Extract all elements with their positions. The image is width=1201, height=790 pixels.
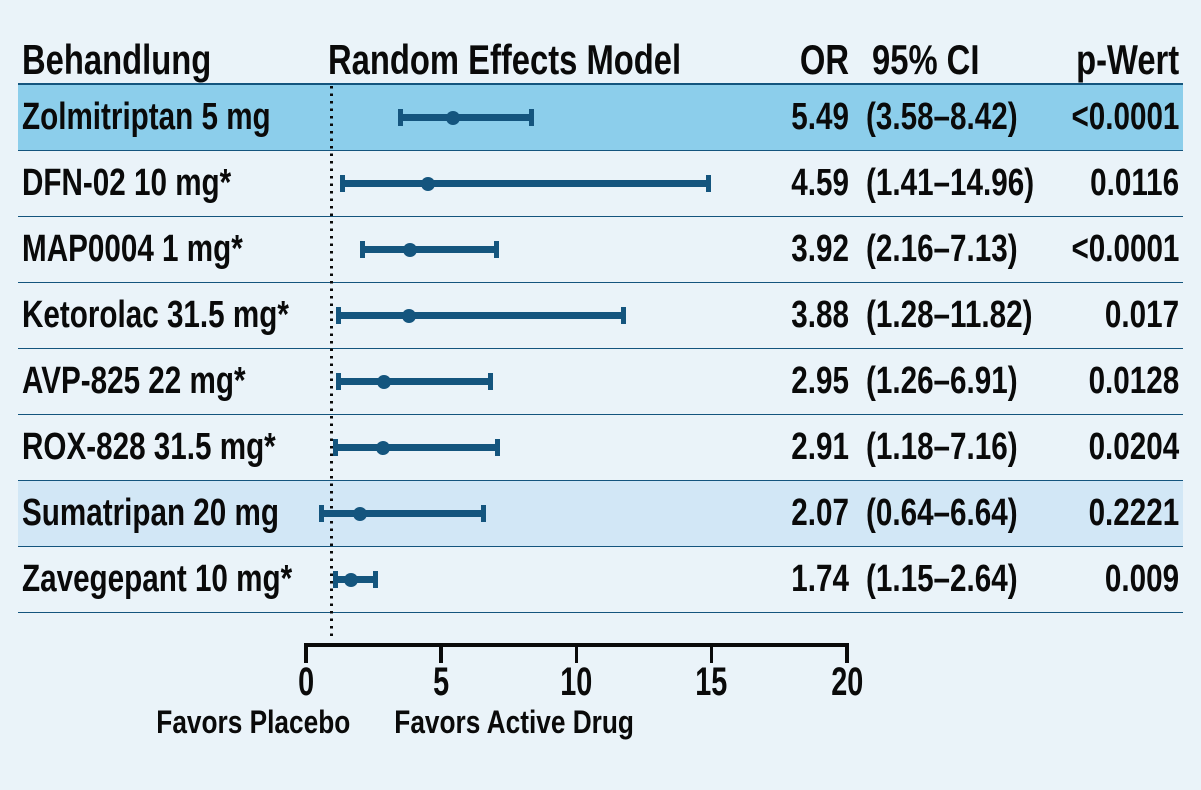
- row-or-value: 2.91: [791, 426, 849, 468]
- row-ci-value: (1.28–11.82): [866, 294, 1033, 336]
- ci-cap-high: [529, 109, 535, 126]
- favors-active-drug-label: Favors Active Drug: [394, 704, 634, 740]
- table-row: DFN-02 10 mg* 4.59 (1.41–14.96) 0.0116: [18, 151, 1183, 217]
- axis-tick: [574, 643, 578, 663]
- table-row: AVP-825 22 mg* 2.95 (1.26–6.91) 0.0128: [18, 349, 1183, 415]
- axis-tick-label: 10: [560, 660, 593, 704]
- axis-tick: [439, 643, 443, 663]
- row-p-value: <0.0001: [1071, 228, 1179, 270]
- ci-cap-high: [621, 307, 627, 324]
- header-95ci: 95% CI: [872, 35, 980, 83]
- row-ci-value: (3.58–8.42): [866, 96, 1018, 138]
- or-point-marker: [376, 374, 391, 389]
- axis-tick-label: 20: [830, 660, 863, 704]
- row-ci-value: (2.16–7.13): [866, 228, 1018, 270]
- row-p-value: <0.0001: [1071, 96, 1179, 138]
- row-treatment-label: AVP-825 22 mg*: [22, 360, 246, 402]
- row-p-value: 0.017: [1104, 294, 1179, 336]
- or-point-marker: [403, 242, 418, 257]
- ci-bar: [321, 510, 484, 517]
- ci-cap-high: [488, 373, 494, 390]
- ci-cap-high: [495, 439, 501, 456]
- row-treatment-label: DFN-02 10 mg*: [22, 162, 232, 204]
- row-p-value: 0.009: [1104, 558, 1179, 600]
- ci-bar: [338, 378, 491, 385]
- or-point-marker: [375, 440, 390, 455]
- row-treatment-label: ROX-828 31.5 mg*: [22, 426, 276, 468]
- ci-cap-low: [318, 505, 324, 522]
- header-random-effects-model: Random Effects Model: [328, 35, 682, 83]
- or-point-marker: [352, 506, 367, 521]
- ci-bar: [400, 114, 532, 121]
- axis-tick: [845, 643, 849, 663]
- favors-placebo-label: Favors Placebo: [156, 704, 350, 740]
- table-row: Ketorolac 31.5 mg* 3.88 (1.28–11.82) 0.017: [18, 283, 1183, 349]
- ci-bar: [342, 180, 709, 187]
- ci-bar: [362, 246, 497, 253]
- row-p-value: 0.0128: [1088, 360, 1179, 402]
- row-p-value: 0.2221: [1088, 492, 1179, 534]
- ci-cap-low: [339, 175, 345, 192]
- ci-cap-high: [494, 241, 500, 258]
- ci-cap-low: [336, 307, 342, 324]
- row-ci-value: (1.15–2.64): [866, 558, 1018, 600]
- row-treatment-label: Ketorolac 31.5 mg*: [22, 294, 289, 336]
- row-or-value: 2.07: [791, 492, 849, 534]
- axis-tick: [709, 643, 714, 663]
- row-or-value: 5.49: [791, 96, 849, 138]
- ci-cap-low: [359, 241, 365, 258]
- row-p-value: 0.0116: [1089, 162, 1179, 204]
- ci-cap-low: [335, 373, 341, 390]
- axis-tick-label: 0: [297, 660, 314, 704]
- row-ci-value: (1.18–7.16): [866, 426, 1018, 468]
- row-or-value: 1.74: [791, 558, 849, 600]
- or-point-marker: [344, 572, 359, 587]
- axis-tick: [304, 643, 308, 663]
- ci-cap-high: [372, 571, 378, 588]
- header-p-wert: p-Wert: [1075, 35, 1179, 83]
- ci-cap-high: [481, 505, 487, 522]
- ci-cap-low: [398, 109, 404, 126]
- header-or: OR: [799, 35, 849, 83]
- row-or-value: 3.92: [791, 228, 849, 270]
- table-row: MAP0004 1 mg* 3.92 (2.16–7.13) <0.0001: [18, 217, 1183, 283]
- row-or-value: 4.59: [791, 162, 849, 204]
- table-row: ROX-828 31.5 mg* 2.91 (1.18–7.16) 0.0204: [18, 415, 1183, 481]
- row-treatment-label: Zavegepant 10 mg*: [22, 558, 293, 600]
- table-row: Zolmitriptan 5 mg 5.49 (3.58–8.42) <0.0001: [18, 85, 1183, 151]
- row-or-value: 3.88: [791, 294, 849, 336]
- ci-bar: [335, 444, 498, 451]
- table-row: Zavegepant 10 mg* 1.74 (1.15–2.64) 0.009: [18, 547, 1183, 613]
- row-p-value: 0.0204: [1088, 426, 1179, 468]
- reference-line-or-1: [330, 86, 333, 637]
- row-ci-value: (0.64–6.64): [866, 492, 1018, 534]
- or-point-marker: [421, 176, 436, 191]
- row-ci-value: (1.26–6.91): [866, 360, 1018, 402]
- ci-bar: [338, 312, 624, 319]
- row-ci-value: (1.41–14.96): [866, 162, 1035, 204]
- x-axis: 0 5 10 15 20 Favors Placebo Favors Active Dr…: [18, 630, 1183, 760]
- axis-tick-label: 15: [695, 660, 728, 704]
- table-row: Sumatripan 20 mg 2.07 (0.64–6.64) 0.2221: [18, 481, 1183, 547]
- header-treatment: Behandlung: [22, 35, 212, 83]
- table-header: Behandlung Random Effects Model OR 95% C…: [18, 36, 1183, 85]
- ci-cap-low: [332, 571, 338, 588]
- or-point-marker: [401, 308, 416, 323]
- row-treatment-label: Sumatripan 20 mg: [22, 492, 279, 534]
- row-or-value: 2.95: [791, 360, 849, 402]
- row-treatment-label: Zolmitriptan 5 mg: [22, 96, 271, 138]
- ci-cap-low: [333, 439, 339, 456]
- ci-cap-high: [706, 175, 712, 192]
- or-point-marker: [445, 110, 460, 125]
- axis-tick-label: 5: [432, 660, 450, 704]
- row-treatment-label: MAP0004 1 mg*: [22, 228, 243, 270]
- table-body: Zolmitriptan 5 mg 5.49 (3.58–8.42) <0.0001 D…: [18, 85, 1183, 613]
